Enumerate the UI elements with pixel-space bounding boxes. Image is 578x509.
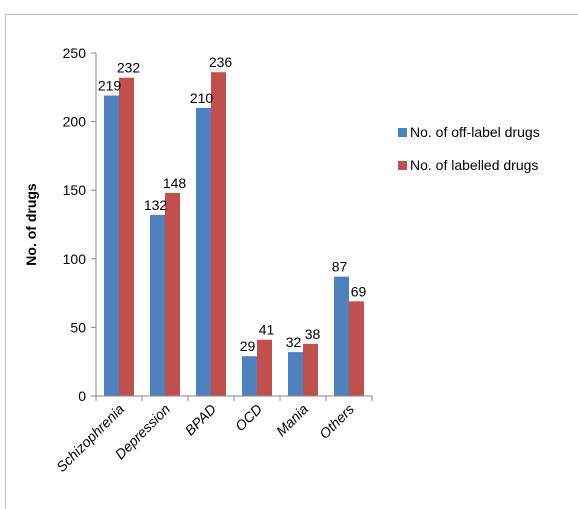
data-label: 132 [144, 197, 168, 213]
bar-off-label-depression [150, 214, 165, 396]
bar-off-label-schizophrenia [104, 95, 119, 397]
y-axis-ticks: 0 50 100 150 200 250 [63, 45, 373, 404]
bar-labelled-others [349, 301, 364, 396]
bar-labelled-depression [165, 192, 180, 396]
y-tick-label: 50 [70, 319, 86, 335]
bar-off-label-bpad [196, 107, 211, 396]
bar-off-label-others [334, 276, 349, 396]
data-label: 219 [98, 78, 122, 94]
legend-swatch [398, 128, 407, 137]
y-tick-label: 200 [63, 114, 87, 130]
bar-off-label-mania [288, 352, 303, 396]
legend-label: No. of labelled drugs [410, 157, 538, 173]
bar-labelled-mania [303, 343, 318, 396]
x-category-label: BPAD [182, 401, 220, 439]
y-axis-title: No. of drugs [23, 183, 39, 266]
bar-labelled-ocd [257, 339, 272, 396]
frame-left-border [5, 14, 6, 509]
y-tick-label: 250 [63, 45, 87, 61]
data-label: 210 [190, 90, 214, 106]
x-category-label: OCD [232, 401, 265, 434]
bars [104, 72, 364, 397]
data-label: 69 [351, 283, 367, 299]
data-label: 232 [117, 60, 141, 76]
legend-swatch [398, 161, 407, 170]
bar-labelled-schizophrenia [119, 77, 134, 397]
x-category-label: Schizophrenia [53, 401, 127, 475]
data-label: 87 [332, 259, 348, 275]
y-tick-label: 100 [63, 251, 87, 267]
legend: No. of off-label drugs No. of labelled dr… [398, 124, 540, 173]
legend-label: No. of off-label drugs [410, 124, 540, 140]
data-label: 236 [209, 54, 233, 70]
frame-top-border [5, 14, 578, 15]
y-tick-label: 150 [63, 182, 87, 198]
data-label: 38 [305, 326, 321, 342]
x-category-label: Others [316, 401, 357, 442]
bar-labelled-bpad [211, 72, 226, 396]
x-category-label: Mania [273, 401, 311, 439]
bar-off-label-ocd [242, 356, 257, 396]
y-tick-label: 0 [78, 388, 86, 404]
data-label: 148 [163, 175, 187, 191]
data-label: 29 [240, 338, 256, 354]
data-label: 32 [286, 334, 302, 350]
data-label: 41 [259, 322, 275, 338]
